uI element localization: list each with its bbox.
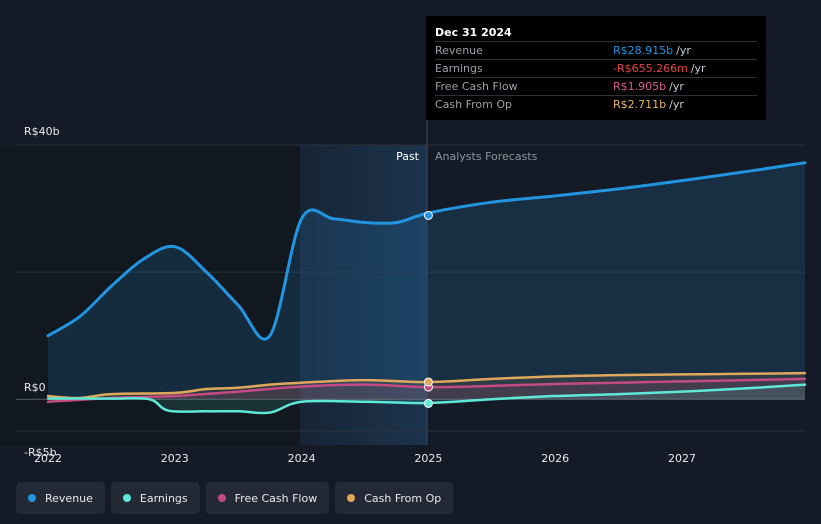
tooltip-label: Cash From Op: [435, 98, 513, 111]
revenue-line: [46, 161, 807, 341]
past-region-shade: [300, 145, 427, 445]
x-tick-label: 2025: [414, 452, 442, 465]
past-label: Past: [396, 150, 420, 163]
tooltip-date: Dec 31 2024: [435, 26, 512, 39]
y-axis-labels: R$40b R$0 -R$5b: [24, 125, 60, 459]
earnings-line: [46, 383, 807, 415]
legend-dot-icon: [347, 494, 356, 502]
highlight-markers: [423, 210, 433, 408]
x-tick-label: 2024: [288, 452, 316, 465]
legend-item-earnings[interactable]: Earnings: [110, 482, 200, 514]
tooltip-unit: /yr: [669, 98, 684, 111]
tooltip-label: Free Cash Flow: [435, 80, 518, 93]
forecast-label: Analysts Forecasts: [435, 150, 538, 163]
tooltip-value: -R$655.266m: [613, 62, 688, 75]
legend-label: Earnings: [139, 491, 188, 505]
legend-label: Free Cash Flow: [234, 491, 318, 505]
y-tick-label: R$40b: [24, 125, 60, 138]
tooltip-row-earnings: Earnings -R$655.266m /yr: [435, 59, 757, 77]
legend-label: Cash From Op: [364, 491, 442, 505]
x-tick-label: 2022: [34, 452, 62, 465]
legend-item-cash-from-op[interactable]: Cash From Op: [335, 482, 454, 514]
legend-dot-icon: [217, 494, 226, 502]
legend-dot-icon: [28, 494, 36, 502]
x-axis-labels: 2022 2023 2024 2025 2026 2027: [34, 452, 696, 465]
tooltip-value: R$2.711b: [613, 98, 667, 111]
grid-lines: [16, 144, 805, 432]
tooltip-unit: /yr: [690, 62, 706, 75]
y-tick-label: -R$5b: [24, 446, 57, 459]
cash-from-op-point: [423, 377, 433, 387]
chart: Past Analysts Forecasts R$40b R$0 -R$5b 20…: [16, 118, 807, 465]
legend-dot-icon: [122, 494, 131, 502]
earnings-point: [423, 398, 433, 408]
tooltip-row-cash-from-op: Cash From Op R$2.711b /yr: [435, 95, 757, 113]
revenue-point: [423, 210, 433, 220]
legend-item-free-cash-flow[interactable]: Free Cash Flow: [205, 482, 330, 514]
legend-item-revenue[interactable]: Revenue: [16, 482, 105, 514]
tooltip-value: R$1.905b: [613, 80, 667, 93]
tooltip-unit: /yr: [676, 44, 691, 57]
tooltip-label: Revenue: [435, 44, 483, 57]
tooltip-row-revenue: Revenue R$28.915b /yr: [435, 41, 757, 59]
cash-from-op-line: [46, 371, 807, 400]
y-tick-label: R$0: [24, 381, 46, 394]
tooltip-row-free-cash-flow: Free Cash Flow R$1.905b /yr: [435, 77, 757, 95]
tooltip: Dec 31 2024 Revenue R$28.915b /yr Earnin…: [426, 16, 766, 120]
tooltip-unit: /yr: [669, 80, 684, 93]
x-tick-label: 2023: [161, 452, 189, 465]
earnings-area: [48, 384, 805, 414]
tooltip-label: Earnings: [435, 62, 483, 75]
legend: Revenue Earnings Free Cash Flow Cash Fro…: [16, 482, 454, 514]
tooltip-value: R$28.915b: [613, 44, 674, 57]
x-tick-label: 2026: [541, 452, 569, 465]
legend-label: Revenue: [45, 491, 93, 505]
x-tick-label: 2027: [668, 452, 696, 465]
